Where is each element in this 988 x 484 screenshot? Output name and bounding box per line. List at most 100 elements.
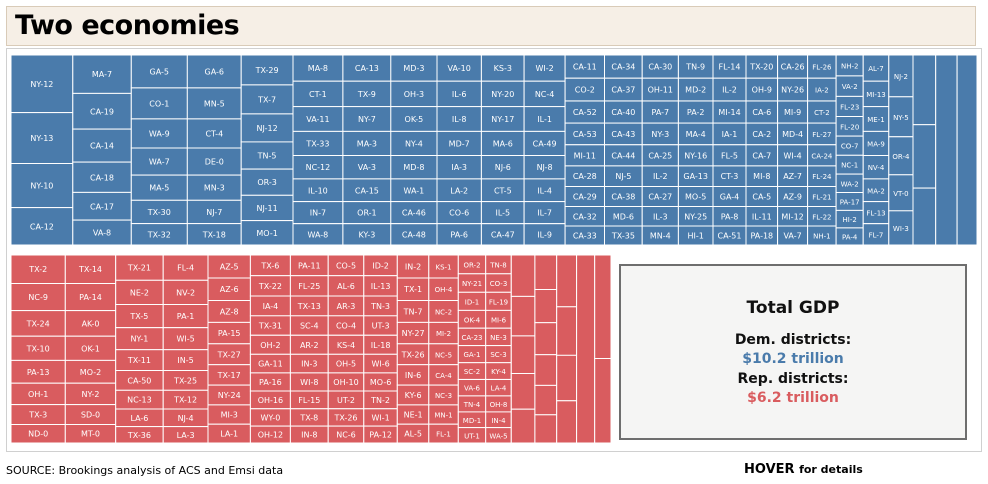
treemap-cell-rect[interactable] bbox=[64, 254, 117, 284]
treemap-cell[interactable]: OH-4 bbox=[428, 277, 459, 301]
treemap-cell[interactable]: CA-40 bbox=[604, 100, 643, 124]
treemap-cell-rect[interactable] bbox=[956, 54, 978, 246]
treemap-cell[interactable]: SC-4 bbox=[289, 315, 329, 336]
treemap-cell[interactable] bbox=[912, 187, 937, 246]
treemap-cell[interactable]: IN-3 bbox=[289, 353, 329, 374]
treemap-cell[interactable] bbox=[534, 354, 558, 386]
treemap-cell[interactable]: IL-11 bbox=[745, 206, 778, 227]
treemap-cell[interactable]: CA-12 bbox=[10, 207, 74, 246]
treemap-cell-rect[interactable] bbox=[64, 335, 117, 361]
treemap-cell[interactable]: NY-2 bbox=[64, 382, 117, 406]
treemap-cell[interactable] bbox=[534, 289, 558, 324]
treemap-cell-rect[interactable] bbox=[510, 408, 536, 444]
treemap-cell[interactable]: MD-2 bbox=[677, 77, 714, 102]
treemap-cell[interactable]: CA-19 bbox=[72, 92, 132, 130]
treemap-cell-rect[interactable] bbox=[130, 54, 188, 89]
treemap-cell[interactable]: CA-48 bbox=[390, 223, 438, 246]
treemap-cell[interactable]: PA-11 bbox=[289, 254, 329, 277]
treemap-cell[interactable]: CO-7 bbox=[835, 135, 864, 156]
treemap-cell[interactable]: MN-4 bbox=[641, 225, 679, 246]
treemap-cell[interactable]: CA-53 bbox=[564, 122, 605, 146]
treemap-cell[interactable]: SC-3 bbox=[485, 345, 512, 364]
treemap-cell[interactable]: WI-6 bbox=[363, 353, 398, 374]
treemap-cell[interactable]: CA-30 bbox=[641, 54, 679, 79]
treemap-cell-rect[interactable] bbox=[556, 254, 578, 308]
treemap-cell[interactable]: MO-6 bbox=[363, 372, 398, 392]
treemap-cell[interactable]: TX-13 bbox=[289, 295, 329, 317]
treemap-cell[interactable]: NY-17 bbox=[480, 106, 525, 132]
treemap-cell[interactable]: CT-2 bbox=[807, 100, 837, 124]
treemap-cell[interactable]: TX-2 bbox=[10, 254, 66, 284]
treemap-cell[interactable]: PA-13 bbox=[10, 359, 66, 384]
treemap-cell[interactable]: TX-14 bbox=[64, 254, 117, 284]
treemap-cell[interactable]: MD-4 bbox=[777, 122, 809, 146]
treemap-cell[interactable]: CA-38 bbox=[604, 186, 643, 207]
treemap-cell[interactable]: IL-7 bbox=[523, 201, 566, 225]
treemap-cell-rect[interactable] bbox=[162, 279, 209, 306]
treemap-cell[interactable]: ID-1 bbox=[457, 291, 487, 311]
treemap-cell[interactable]: CA-2 bbox=[745, 122, 778, 146]
treemap-cell[interactable]: CA-43 bbox=[604, 122, 643, 146]
treemap-cell[interactable]: NY-7 bbox=[342, 106, 392, 132]
treemap-cell-rect[interactable] bbox=[292, 130, 344, 157]
treemap-cell[interactable]: KS-1 bbox=[428, 254, 459, 279]
treemap-cell[interactable]: OK-4 bbox=[457, 309, 487, 329]
treemap-cell[interactable]: AZ-5 bbox=[207, 254, 251, 279]
treemap-cell[interactable]: NJ-12 bbox=[240, 113, 294, 143]
treemap-cell[interactable]: MA-4 bbox=[677, 122, 714, 146]
treemap-cell[interactable] bbox=[510, 254, 536, 297]
treemap-cell-rect[interactable] bbox=[186, 87, 242, 120]
treemap-cell[interactable]: MA-5 bbox=[130, 174, 188, 201]
treemap-cell[interactable]: CA-32 bbox=[564, 206, 605, 227]
treemap-cell[interactable]: CT-5 bbox=[480, 178, 525, 203]
treemap-cell[interactable]: MN-5 bbox=[186, 87, 242, 120]
treemap-cell[interactable]: TX-10 bbox=[10, 335, 66, 361]
treemap-cell[interactable]: NY-25 bbox=[677, 206, 714, 227]
treemap-cell[interactable]: TX-25 bbox=[162, 370, 209, 391]
treemap-cell[interactable]: MN-3 bbox=[186, 174, 242, 201]
treemap-cell[interactable]: CO-3 bbox=[485, 273, 512, 293]
treemap-cell[interactable] bbox=[912, 124, 937, 189]
treemap-cell[interactable]: CA-4 bbox=[428, 364, 459, 386]
treemap-cell[interactable]: LA-3 bbox=[162, 426, 209, 444]
treemap-cell-rect[interactable] bbox=[534, 354, 558, 386]
treemap-cell-rect[interactable] bbox=[534, 384, 558, 416]
treemap-cell[interactable]: NY-10 bbox=[10, 163, 74, 209]
treemap-cell[interactable]: CA-26 bbox=[777, 54, 809, 79]
treemap-cell[interactable]: TX-26 bbox=[327, 408, 365, 427]
treemap-cell[interactable]: MI-8 bbox=[745, 165, 778, 188]
treemap-cell[interactable]: TN-5 bbox=[240, 141, 294, 170]
treemap-cell[interactable]: NJ-6 bbox=[480, 155, 525, 180]
treemap-cell[interactable]: NY-26 bbox=[777, 77, 809, 102]
treemap-cell[interactable]: MA-9 bbox=[862, 130, 890, 157]
treemap-cell[interactable]: PA-18 bbox=[745, 225, 778, 246]
treemap-cell[interactable]: OR-3 bbox=[240, 168, 294, 196]
treemap-cell[interactable]: NY-20 bbox=[480, 80, 525, 108]
treemap-cell[interactable] bbox=[556, 400, 578, 444]
treemap-cell-rect[interactable] bbox=[240, 113, 294, 143]
treemap-cell[interactable]: GA-4 bbox=[712, 186, 747, 207]
treemap-cell[interactable]: IL-2 bbox=[712, 77, 747, 102]
treemap-cell[interactable]: CA-14 bbox=[72, 128, 132, 163]
treemap-cell[interactable]: WA-7 bbox=[130, 147, 188, 176]
treemap-cell[interactable]: PA-17 bbox=[835, 192, 864, 211]
treemap-cell[interactable]: IL-5 bbox=[480, 201, 525, 225]
treemap-cell[interactable]: CA-33 bbox=[564, 225, 605, 246]
treemap-cell[interactable]: WI-4 bbox=[777, 144, 809, 167]
treemap-cell[interactable]: TX-36 bbox=[115, 426, 164, 444]
treemap-cell[interactable]: WA-5 bbox=[485, 427, 512, 444]
treemap-cell[interactable]: AL-6 bbox=[327, 275, 365, 297]
treemap-cell[interactable]: CA-34 bbox=[604, 54, 643, 79]
treemap-cell[interactable]: IA-1 bbox=[712, 122, 747, 146]
treemap-cell[interactable]: CA-29 bbox=[564, 186, 605, 207]
treemap-cell[interactable]: CA-24 bbox=[807, 144, 837, 167]
treemap-cell-rect[interactable] bbox=[64, 283, 117, 312]
treemap-cell[interactable]: OH-11 bbox=[641, 77, 679, 102]
treemap-cell-rect[interactable] bbox=[186, 54, 242, 89]
treemap-cell[interactable]: CO-4 bbox=[327, 315, 365, 336]
treemap-cell[interactable]: MI-9 bbox=[777, 100, 809, 124]
treemap-cell[interactable]: NC-2 bbox=[428, 300, 459, 323]
treemap-cell[interactable]: MN-1 bbox=[428, 404, 459, 425]
treemap-cell[interactable]: VA-8 bbox=[72, 219, 132, 246]
treemap-cell[interactable]: WI-1 bbox=[363, 408, 398, 427]
